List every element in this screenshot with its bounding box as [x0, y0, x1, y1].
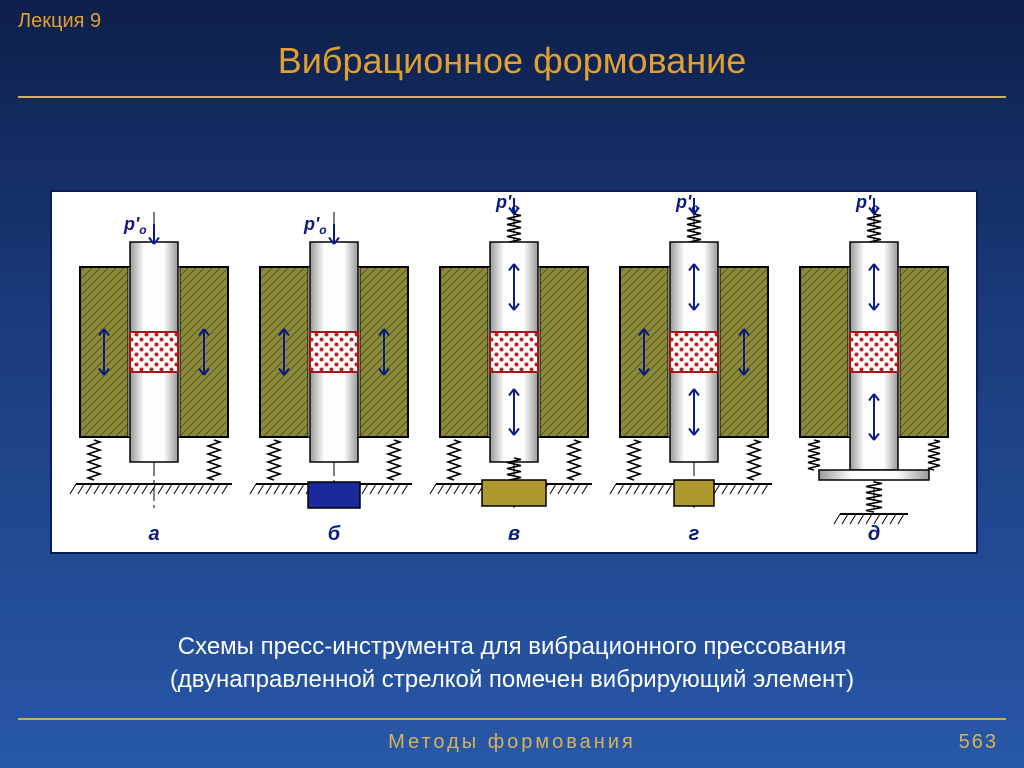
- svg-text:p'o: p'o: [495, 192, 519, 215]
- svg-text:а: а: [148, 523, 159, 545]
- caption: Схемы пресс-инструмента для вибрационног…: [0, 631, 1024, 696]
- svg-text:p'o: p'o: [123, 214, 147, 237]
- divider-top: [18, 96, 1006, 98]
- svg-text:p'o: p'o: [675, 192, 699, 215]
- lecture-label: Лекция 9: [18, 10, 101, 33]
- page-title: Вибрационное формование: [0, 40, 1024, 82]
- svg-text:д: д: [868, 523, 880, 545]
- diagram-figure: p'o а p'o б p'o в p'o г p'o д: [50, 190, 978, 554]
- svg-text:в: в: [508, 523, 520, 545]
- caption-line2: (двунаправленной стрелкой помечен вибрир…: [170, 666, 854, 693]
- caption-line1: Схемы пресс-инструмента для вибрационног…: [178, 633, 846, 660]
- divider-bottom: [18, 718, 1006, 720]
- svg-text:г: г: [689, 523, 700, 545]
- svg-text:p'o: p'o: [855, 192, 879, 215]
- slide: Лекция 9 Вибрационное формование p'oаp'o…: [0, 0, 1024, 768]
- svg-text:б: б: [328, 523, 341, 545]
- footer: Методы формования: [0, 731, 1024, 754]
- svg-text:p'o: p'o: [303, 214, 327, 237]
- page-number: 563: [959, 731, 998, 754]
